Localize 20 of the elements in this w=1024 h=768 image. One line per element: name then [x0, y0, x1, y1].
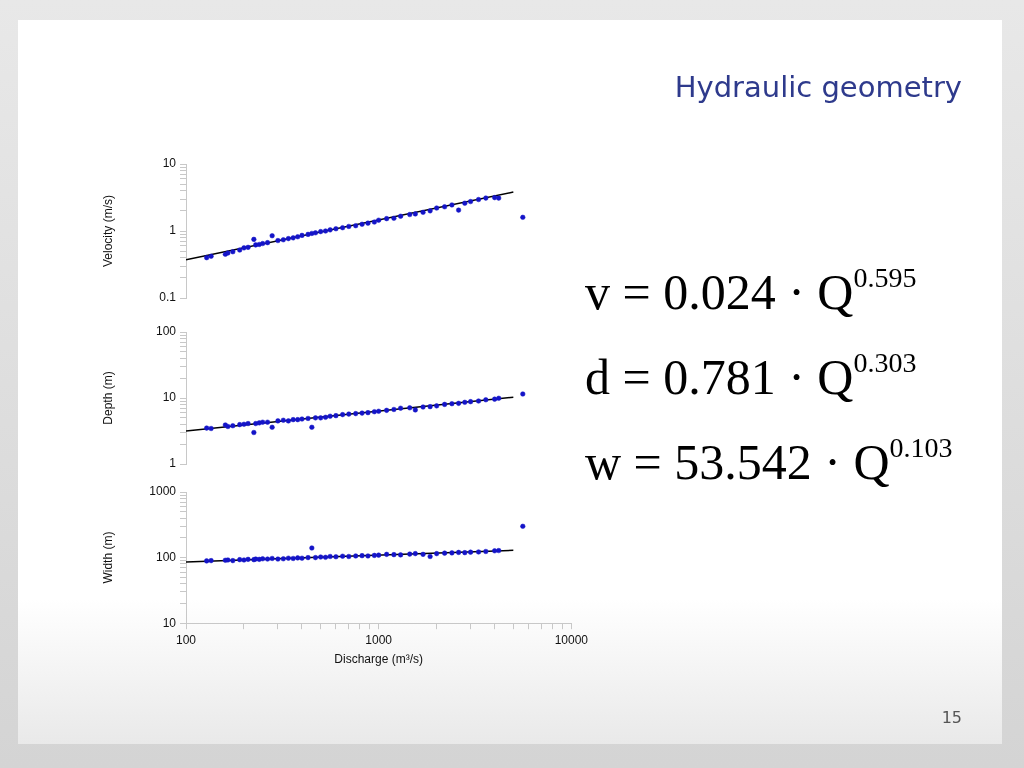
y-axis-title: Depth (m) [100, 371, 115, 425]
y-tick-label: 100 [155, 324, 177, 339]
y-tick-label: 10 [162, 156, 177, 171]
text: d = 0.781 · Q$^{0.303}$ [585, 347, 917, 406]
x-tick-label: 10000 [554, 632, 589, 647]
y-tick-label: 100 [155, 549, 177, 564]
y-tick-label: 1 [169, 223, 177, 238]
y-tick-label: 10 [162, 615, 177, 630]
x-axis-title: Discharge (m³/s) [334, 652, 423, 667]
text: v = 0.024 · Q$^{0.595}$ [585, 262, 917, 321]
y-tick-label: 10 [162, 390, 177, 405]
x-tick-label: 1000 [365, 632, 393, 647]
y-tick-label: 1 [169, 456, 177, 471]
y-axis-title: Velocity (m/s) [100, 194, 115, 268]
y-tick-label: 1000 [149, 484, 177, 499]
text: 15 [941, 708, 962, 727]
text: Hydraulic geometry [674, 70, 962, 104]
y-axis-title: Width (m) [100, 531, 115, 584]
text: w = 53.542 · Q$^{0.103}$ [585, 432, 953, 491]
y-tick-label: 0.1 [159, 290, 177, 305]
